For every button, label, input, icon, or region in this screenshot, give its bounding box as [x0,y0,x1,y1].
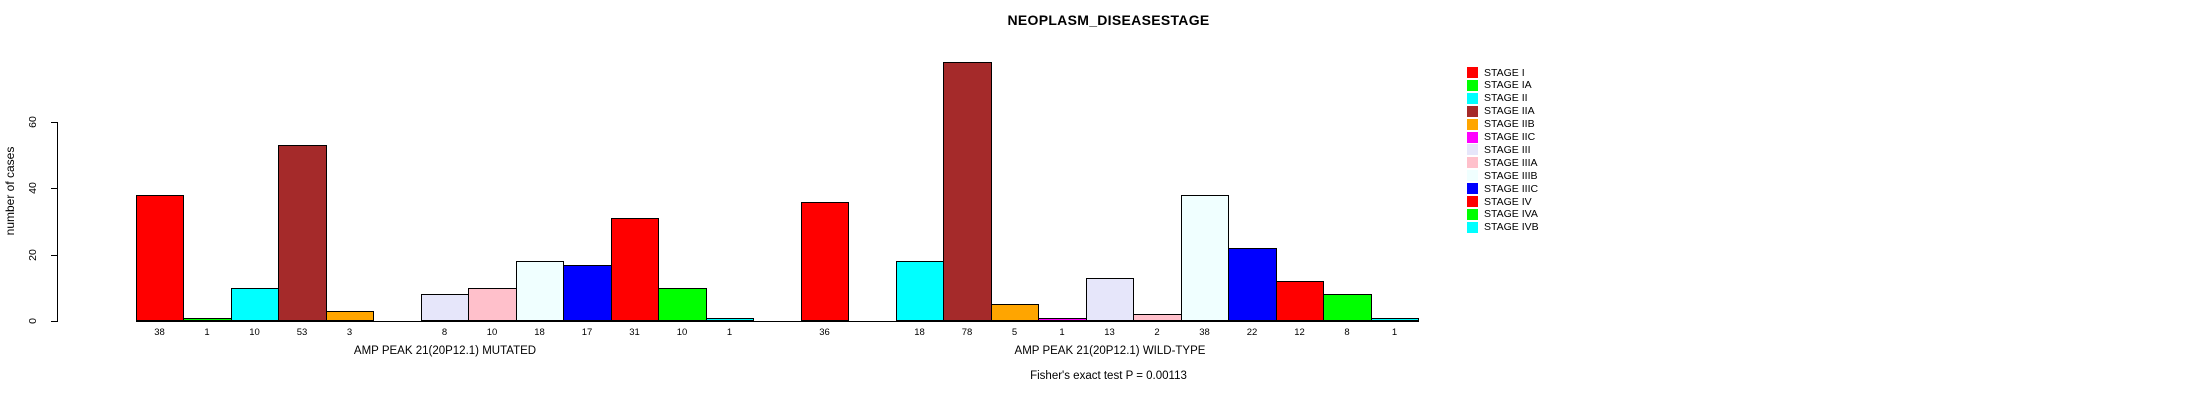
bar-value-stage-iv-mutated: 31 [629,327,640,338]
bar-value-stage-i-mutated: 38 [154,327,165,338]
bar-stage-iiic-mutated [563,265,612,321]
bar-value-stage-iiia-mutated: 10 [486,327,498,338]
bar-value-stage-ia-mutated: 1 [204,327,210,338]
legend-swatch-stage-iiic [1467,183,1478,194]
bar-value-stage-iiia-wild-type: 2 [1154,327,1160,338]
bar-value-stage-iib-wild-type: 5 [1011,327,1018,338]
bar-value-stage-iv-wild-type: 12 [1294,327,1305,338]
y-tick-mark-0 [51,321,57,322]
bar-value-stage-ii-wild-type: 18 [914,327,925,338]
legend-label-stage-i: STAGE I [1484,67,1525,79]
bar-stage-iva-wild-type [1323,294,1372,321]
legend-label-stage-iic: STAGE IIC [1484,131,1536,143]
bar-stage-ivb-mutated [706,318,754,321]
legend-label-stage-iia: STAGE IIA [1484,105,1535,117]
bar-value-stage-iva-mutated: 10 [676,327,688,338]
y-tick-mark-60 [51,122,57,123]
bar-stage-iiib-mutated [516,261,564,321]
bar-value-stage-iiic-wild-type: 22 [1246,327,1258,338]
y-tick-label-0: 0 [27,318,39,324]
bar-stage-iiic-wild-type [1228,248,1277,321]
bar-value-stage-iiic-mutated: 17 [581,327,593,338]
bar-stage-ivb-wild-type [1371,318,1419,321]
bar-stage-i-wild-type [801,202,849,321]
x-axis-line [136,321,1419,322]
legend-swatch-stage-iv [1467,196,1478,207]
x-axis-label-mutated: AMP PEAK 21(20P12.1) MUTATED [353,345,537,357]
bar-value-stage-iia-wild-type: 78 [961,327,973,338]
legend-label-stage-ii: STAGE II [1484,92,1528,104]
legend-swatch-stage-i [1467,67,1478,78]
y-tick-mark-20 [51,255,57,256]
legend-swatch-stage-iic [1467,132,1478,143]
bar-stage-iii-wild-type [1086,278,1134,321]
bar-value-stage-ivb-mutated: 1 [726,327,733,338]
bar-stage-iiia-mutated [468,288,517,321]
legend-label-stage-iv: STAGE IV [1484,196,1532,208]
bar-stage-iv-wild-type [1276,281,1324,321]
legend-swatch-stage-ii [1467,93,1478,104]
bar-stage-iiia-wild-type [1133,314,1182,321]
bar-stage-iiib-wild-type [1181,195,1229,321]
bar-value-stage-iiib-wild-type: 38 [1199,327,1210,338]
legend-label-stage-iiic: STAGE IIIC [1484,183,1539,195]
bar-value-stage-iva-wild-type: 8 [1344,327,1350,338]
y-axis-title: number of cases [3,146,17,236]
legend-label-stage-iib: STAGE IIB [1484,118,1535,130]
bar-value-stage-iia-mutated: 53 [296,327,308,338]
legend-label-stage-ia: STAGE IA [1484,79,1532,91]
legend-label-stage-iiib: STAGE IIIB [1484,170,1538,182]
legend-swatch-stage-ivb [1467,222,1478,233]
bar-value-stage-iii-wild-type: 13 [1104,327,1115,338]
bar-value-stage-ivb-wild-type: 1 [1391,327,1398,338]
bar-value-stage-ii-mutated: 10 [249,327,260,338]
bar-stage-iia-wild-type [943,62,992,321]
bar-stage-iia-mutated [278,145,327,321]
bar-stage-iib-wild-type [991,304,1039,321]
bar-value-stage-iic-wild-type: 1 [1059,327,1065,338]
legend-label-stage-iiia: STAGE IIIA [1484,157,1538,169]
y-axis-line [57,122,58,322]
y-tick-label-40: 40 [27,182,39,194]
bar-stage-iii-mutated [421,294,469,321]
bar-value-stage-i-wild-type: 36 [819,327,830,338]
y-tick-label-60: 60 [27,116,39,128]
legend-swatch-stage-iii [1467,144,1478,155]
bar-stage-iv-mutated [611,218,659,321]
bar-stage-ii-wild-type [896,261,944,321]
bar-value-stage-iib-mutated: 3 [346,327,353,338]
bar-value-stage-iii-mutated: 8 [441,327,448,338]
legend-swatch-stage-iva [1467,209,1478,220]
legend-label-stage-iva: STAGE IVA [1484,208,1538,220]
legend-swatch-stage-iiia [1467,157,1478,168]
legend-swatch-stage-iiib [1467,170,1478,181]
x-axis-label-wild-type: AMP PEAK 21(20P12.1) WILD-TYPE [1014,345,1206,357]
bar-value-stage-iiib-mutated: 18 [534,327,545,338]
fisher-test-annotation: Fisher's exact test P = 0.00113 [1030,370,1187,382]
y-tick-label-20: 20 [27,249,39,261]
legend-label-stage-ivb: STAGE IVB [1484,221,1539,233]
y-tick-mark-40 [51,188,57,189]
chart-title: NEOPLASM_DISEASESTAGE [1007,12,1210,28]
legend-swatch-stage-iib [1467,119,1478,130]
legend-swatch-stage-iia [1467,106,1478,117]
bar-stage-iib-mutated [326,311,374,321]
bar-stage-ii-mutated [231,288,279,321]
bar-stage-i-mutated [136,195,184,321]
legend-swatch-stage-ia [1467,80,1478,91]
bar-stage-iva-mutated [658,288,707,321]
legend-label-stage-iii: STAGE III [1484,144,1531,156]
